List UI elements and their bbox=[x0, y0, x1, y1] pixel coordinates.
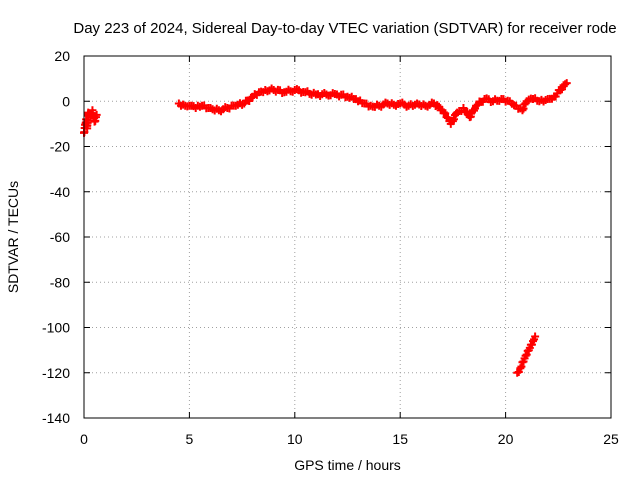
data-point-fill bbox=[557, 85, 566, 94]
chart-title: Day 223 of 2024, Sidereal Day-to-day VTE… bbox=[73, 20, 616, 37]
plot-frame bbox=[83, 55, 612, 419]
data-point-fill bbox=[521, 351, 530, 360]
x-tick-label: 10 bbox=[287, 431, 303, 447]
data-point-fill bbox=[449, 115, 458, 124]
data-point-fill bbox=[466, 112, 475, 121]
data-point bbox=[92, 110, 101, 119]
grid bbox=[84, 56, 611, 418]
data-point-fill bbox=[514, 367, 523, 376]
series-segment-late bbox=[513, 332, 540, 377]
y-tick-label: 0 bbox=[62, 93, 70, 109]
data-point bbox=[522, 350, 531, 359]
y-tick-label: 20 bbox=[54, 48, 70, 64]
x-tick-label: 20 bbox=[498, 431, 514, 447]
x-tick-label: 25 bbox=[603, 431, 619, 447]
y-tick-label: -80 bbox=[50, 274, 70, 290]
y-tick-label: -120 bbox=[42, 365, 70, 381]
y-tick-label: -100 bbox=[42, 320, 70, 336]
y-tick-label: -20 bbox=[50, 139, 70, 155]
tick-labels: 0 5 10 15 20 25 20 0 -20 -40 -60 -80 -100 -120 -140 bbox=[42, 48, 619, 447]
x-tick-label: 0 bbox=[80, 431, 88, 447]
data-point-fill bbox=[517, 362, 526, 371]
series-segment-main bbox=[174, 79, 571, 128]
x-axis-label: GPS time / hours bbox=[294, 457, 401, 473]
data-point bbox=[516, 364, 525, 373]
x-tick-label: 15 bbox=[392, 431, 408, 447]
x-tick-label: 5 bbox=[186, 431, 194, 447]
data-point-fill bbox=[561, 80, 570, 89]
data-point bbox=[562, 79, 571, 88]
data-point bbox=[529, 337, 538, 346]
series-segment-early bbox=[80, 106, 101, 137]
y-tick-label: -60 bbox=[50, 229, 70, 245]
data-point bbox=[531, 332, 540, 341]
y-axis-label: SDTVAR / TECUs bbox=[5, 181, 21, 293]
data-points bbox=[80, 79, 571, 377]
y-tick-label: -40 bbox=[50, 184, 70, 200]
data-point bbox=[518, 106, 527, 115]
axis-ticks bbox=[83, 55, 612, 419]
data-point-fill bbox=[441, 109, 450, 118]
data-point-fill bbox=[519, 104, 528, 113]
data-point-fill bbox=[439, 108, 448, 117]
y-tick-label: -140 bbox=[42, 410, 70, 426]
